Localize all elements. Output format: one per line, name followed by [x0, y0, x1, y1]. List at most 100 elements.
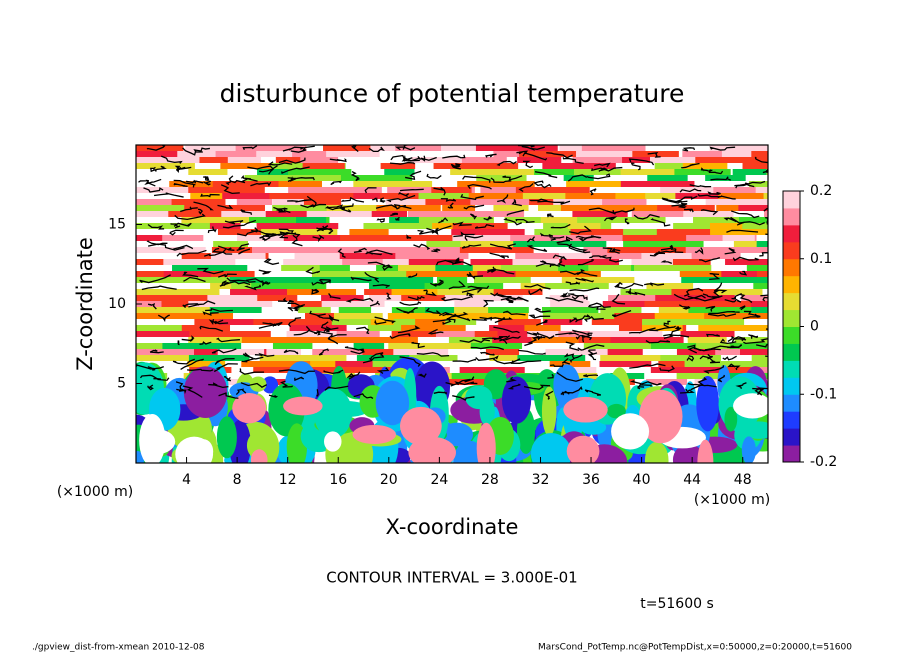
contour — [399, 356, 421, 367]
cell — [753, 283, 768, 289]
contour — [176, 249, 207, 257]
cell — [563, 396, 608, 423]
cell — [542, 163, 616, 169]
contour — [287, 177, 315, 181]
cell — [454, 301, 486, 307]
cell — [278, 181, 322, 187]
contour — [659, 365, 675, 372]
cell — [610, 337, 684, 343]
cell — [451, 229, 525, 235]
cell — [384, 235, 456, 241]
contour — [717, 195, 736, 200]
cell — [188, 169, 228, 175]
cell — [541, 386, 557, 436]
cell — [498, 319, 541, 325]
contour — [587, 349, 596, 358]
contour — [649, 325, 676, 332]
cell — [257, 295, 298, 301]
contour — [214, 358, 235, 365]
cell — [476, 175, 527, 181]
contour — [176, 388, 187, 395]
cell — [136, 289, 220, 295]
cell — [631, 211, 695, 217]
cell — [212, 181, 285, 187]
cell — [644, 301, 722, 307]
contour — [147, 223, 165, 230]
contour — [316, 389, 319, 397]
contour — [452, 395, 475, 401]
cell — [673, 223, 737, 229]
cell — [716, 289, 763, 295]
contour — [146, 145, 166, 151]
contour — [438, 217, 449, 224]
contour — [727, 344, 742, 349]
contour — [367, 261, 392, 269]
cell — [600, 307, 642, 313]
contour — [736, 221, 765, 226]
contour — [526, 245, 548, 253]
contour — [724, 247, 737, 255]
cell — [566, 435, 600, 463]
cell — [671, 289, 743, 295]
cell — [647, 175, 688, 181]
contour — [663, 320, 671, 328]
contour — [550, 236, 565, 241]
cell — [324, 431, 342, 452]
cell — [497, 331, 550, 337]
cell — [713, 187, 756, 193]
cell — [501, 376, 532, 424]
contour — [404, 155, 424, 162]
contour — [337, 248, 346, 258]
cell — [660, 355, 721, 361]
cell — [517, 355, 586, 361]
contour — [731, 292, 742, 300]
contour — [687, 346, 702, 354]
cell — [172, 265, 248, 271]
time-label: t=51600 s — [640, 596, 714, 612]
contour — [661, 197, 682, 203]
contour — [329, 158, 347, 163]
cell — [470, 199, 554, 205]
cell — [615, 193, 669, 199]
contour — [216, 337, 240, 343]
contour — [518, 349, 546, 355]
colorbar-band — [783, 258, 800, 277]
contour — [420, 155, 437, 162]
cell — [362, 271, 425, 277]
cell — [532, 235, 592, 241]
contour — [287, 305, 304, 312]
cell — [696, 375, 720, 432]
contour — [386, 292, 392, 300]
cell — [684, 361, 768, 367]
cell — [182, 313, 233, 319]
contour — [765, 328, 768, 330]
contour — [572, 329, 593, 336]
contour — [220, 280, 230, 286]
contour — [689, 184, 712, 188]
contour — [318, 348, 329, 356]
cell — [426, 241, 472, 247]
cell — [388, 343, 427, 349]
cell — [567, 223, 601, 229]
contour — [263, 258, 280, 265]
contour — [217, 245, 235, 251]
contour — [556, 236, 573, 244]
contour — [312, 234, 325, 243]
contour — [493, 326, 520, 334]
cell — [183, 366, 228, 418]
contour — [550, 223, 571, 229]
cell — [319, 265, 350, 271]
contour — [644, 282, 665, 287]
contour — [309, 310, 326, 319]
contour — [662, 198, 688, 204]
cell — [751, 151, 768, 157]
contour — [182, 303, 200, 308]
contour — [611, 310, 632, 318]
contour — [602, 247, 621, 253]
x-tick-label: 16 — [329, 472, 347, 488]
cell — [345, 277, 431, 283]
cell — [442, 205, 476, 211]
contour — [496, 160, 517, 167]
contour — [481, 337, 508, 345]
